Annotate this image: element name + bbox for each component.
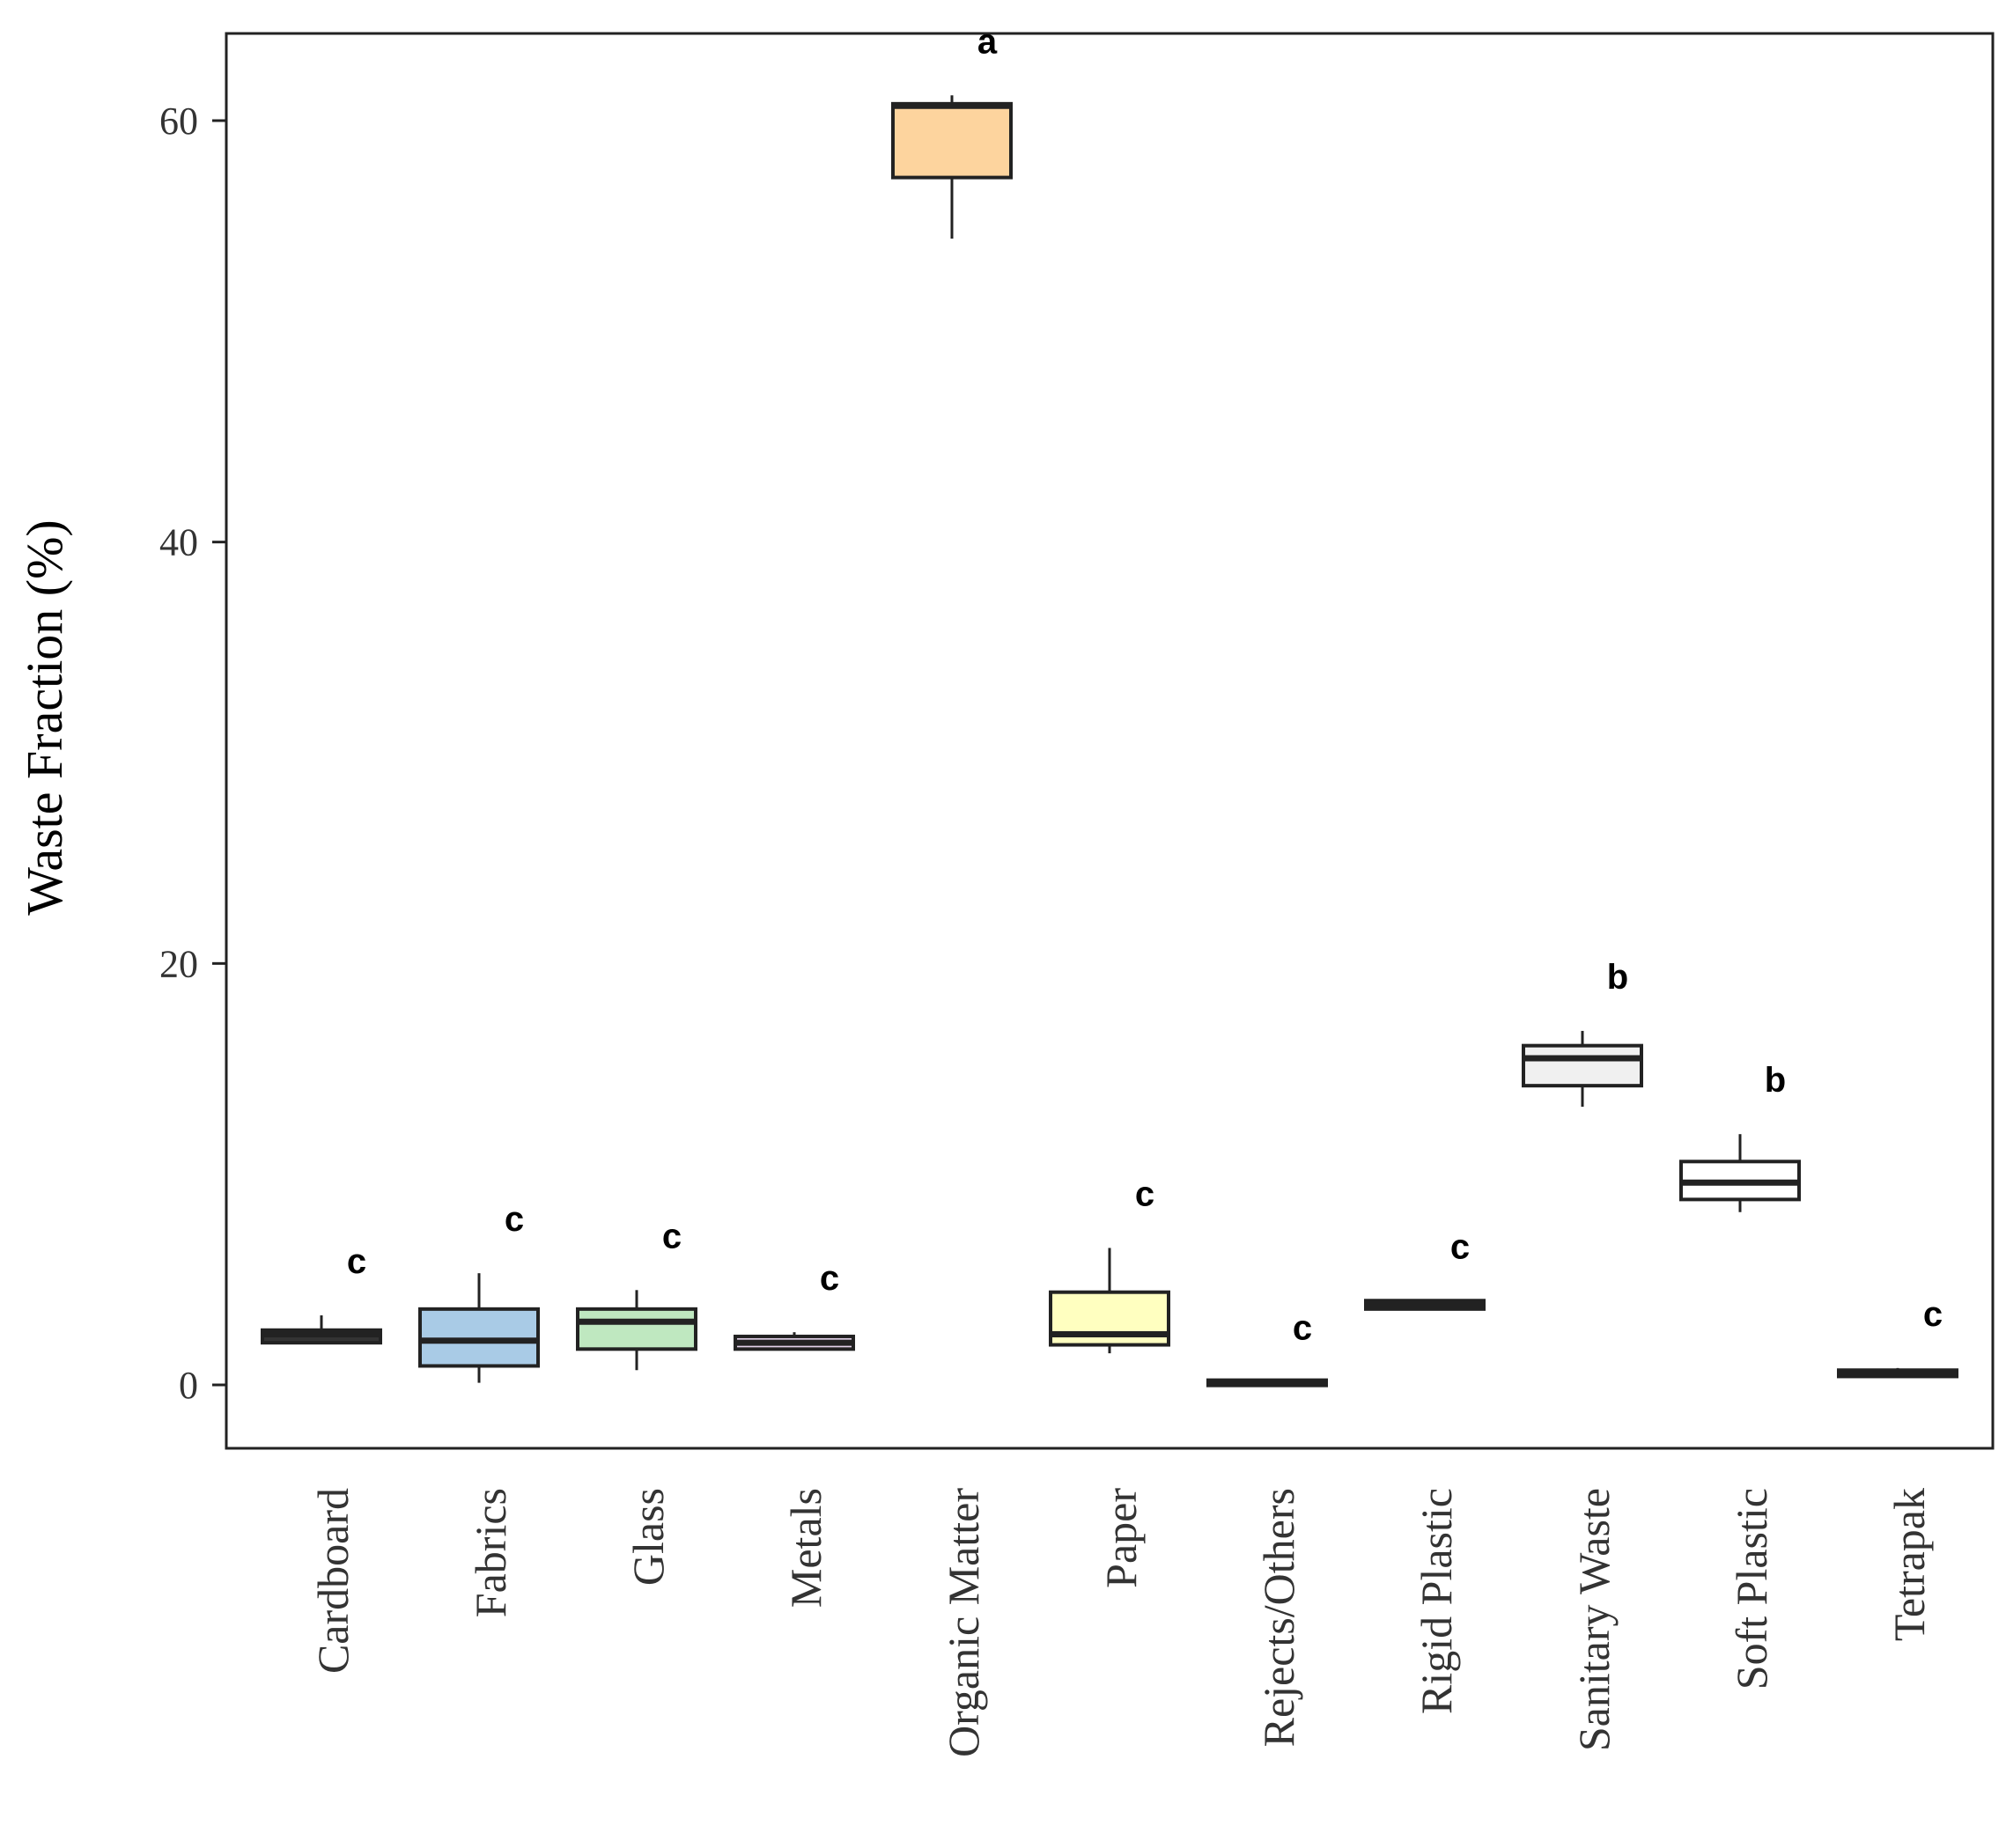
box-group: b (1522, 958, 1643, 1108)
significance-letter: c (347, 1242, 366, 1281)
box (418, 1307, 540, 1368)
box-group: c (1206, 1308, 1328, 1388)
box-group: b (1679, 1061, 1801, 1212)
x-category-label: Fabrics (466, 1488, 515, 1617)
box (1522, 1043, 1643, 1088)
x-category-label: Tetrapak (1884, 1488, 1934, 1641)
y-axis-label: Waste Fraction (%) (16, 519, 73, 916)
significance-letter: a (977, 22, 998, 61)
y-tick-label: 60 (159, 99, 198, 143)
x-category-label: Sanitary Waste (1569, 1488, 1619, 1751)
y-tick-label: 20 (159, 942, 198, 985)
x-category-label: Glass (623, 1488, 673, 1586)
box-group: a (891, 22, 1013, 239)
significance-letter: c (820, 1259, 839, 1298)
significance-letter: b (1765, 1061, 1786, 1100)
box-group: c (1364, 1227, 1486, 1311)
x-category-label: Metals (781, 1488, 830, 1608)
box-group: c (418, 1200, 540, 1383)
box (891, 101, 1013, 180)
x-category-label: Paper (1096, 1488, 1146, 1588)
significance-letter: b (1607, 958, 1628, 997)
x-axis-labels: Cardboard Fabrics Glass Metals Organic Matte… (308, 1488, 1934, 1757)
box-group: c (261, 1242, 382, 1345)
box-group: c (576, 1217, 697, 1371)
x-category-label: Rigid Plastic (1412, 1488, 1461, 1714)
x-category-label: Organic Matter (939, 1488, 988, 1757)
box-series: c c c c a c c c b b c (261, 22, 1958, 1388)
box (576, 1307, 697, 1351)
box-group: c (1837, 1295, 1958, 1379)
y-axis: 0 20 40 60 (159, 99, 226, 1407)
significance-letter: c (505, 1200, 524, 1239)
box-group: c (734, 1259, 855, 1351)
significance-letter: c (1450, 1227, 1470, 1266)
significance-letter: c (1923, 1295, 1943, 1334)
significance-letter: c (1293, 1308, 1312, 1347)
box-group: c (1049, 1174, 1170, 1354)
significance-letter: c (662, 1217, 682, 1255)
x-category-label: Soft Plastic (1727, 1488, 1776, 1690)
significance-letter: c (1135, 1174, 1154, 1213)
plot-frame (225, 32, 1995, 1450)
x-category-label: Rejects/Others (1254, 1488, 1303, 1747)
x-category-label: Cardboard (308, 1488, 358, 1674)
y-tick-label: 40 (159, 521, 198, 564)
y-tick-label: 0 (179, 1364, 198, 1407)
